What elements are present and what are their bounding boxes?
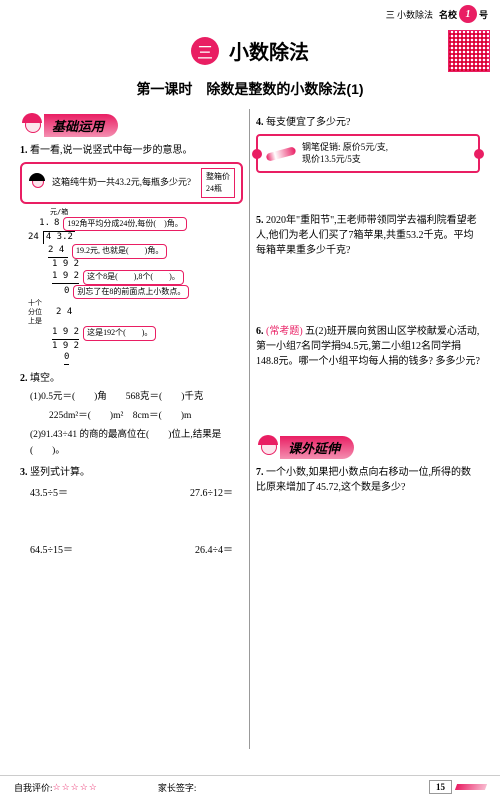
question-5: 5. 2020年"重阳节",王老师带领同学去福利院看望老人,他们为老人们买了7箱… xyxy=(256,213,480,318)
q4-num: 4. xyxy=(256,117,264,128)
right-column: 4. 每支便宜了多少元? 钢笔促销: 原价5元/支, 现价13.5元/5支 5.… xyxy=(250,109,486,749)
q6-num: 6. xyxy=(256,326,264,337)
self-eval-label: 自我评价: xyxy=(14,781,53,794)
chapter-title-row: 三 小数除法 xyxy=(0,28,500,73)
page-header: 三 小数除法 名校 1 号 xyxy=(0,0,500,28)
question-7: 7. 一个小数,如果把小数点向右移动一位,所得的数比原来增加了45.72,这个数… xyxy=(256,465,480,495)
lesson-subtitle: 第一课时 除数是整数的小数除法(1) xyxy=(0,73,500,109)
pen-text: 钢笔促销: 原价5元/支, 现价13.5元/5支 xyxy=(302,142,388,165)
brand-prefix: 名校 xyxy=(439,8,457,21)
anno-3: 这是192个( )。 xyxy=(83,326,156,340)
q2-b: 225dm²＝( )m² 8cm＝( )m xyxy=(30,409,243,424)
content-area: 基础运用 1. 看一看,说一说竖式中每一步的意思。 这箱纯牛奶一共43.2元,每… xyxy=(0,109,500,749)
pen-icon xyxy=(265,146,296,161)
brand-logo: 1 xyxy=(459,5,477,23)
q3-text: 竖列式计算。 xyxy=(30,467,90,478)
pencil-icon xyxy=(455,784,487,790)
question-2: 2. 填空。 (1)0.5元＝( )角 568克＝( )千克 225dm²＝( … xyxy=(20,371,243,459)
chapter-number-circle: 三 xyxy=(191,37,219,65)
page-footer: 自我评价: ☆☆☆☆☆ 家长签字: 15 xyxy=(0,775,500,794)
q1-text: 看一看,说一说竖式中每一步的意思。 xyxy=(30,145,193,156)
q3-num: 3. xyxy=(20,467,28,478)
brand: 名校 1 号 xyxy=(439,5,488,23)
brand-suffix: 号 xyxy=(479,8,488,21)
girl-icon-2 xyxy=(256,435,280,459)
anno-2a: 这个8是( ),8个( )。 xyxy=(83,270,184,284)
anno-2b: 别忘了在8的前面点上小数点。 xyxy=(73,285,189,299)
q1-box-text: 这箱纯牛奶一共43.2元,每瓶多少元? xyxy=(52,176,191,190)
q5-num: 5. xyxy=(256,215,264,226)
q2-c: (2)91.43÷41 的商的最高位在( )位上,结果是( )。 xyxy=(30,428,243,458)
question-1: 1. 看一看,说一说竖式中每一步的意思。 这箱纯牛奶一共43.2元,每瓶多少元?… xyxy=(20,143,243,365)
anno-1b: 19.2元, 也就是( )角。 xyxy=(72,244,167,258)
chapter-label: 三 小数除法 xyxy=(386,8,433,21)
q2-text: 填空。 xyxy=(30,373,60,384)
anno-1a: 192角平均分成24份,每份( )角。 xyxy=(63,217,186,231)
basic-banner: 基础运用 xyxy=(20,113,243,137)
pen-promo-box: 钢笔促销: 原价5元/支, 现价13.5元/5支 xyxy=(256,134,480,173)
question-6: 6. (常考题) 五(2)班开展向贫困山区学校献爱心活动,第一小组7名同学捐94… xyxy=(256,324,480,429)
q5-text: 2020年"重阳节",王老师带领同学去福利院看望老人,他们为老人们买了7箱苹果,… xyxy=(256,215,477,256)
q7-text: 一个小数,如果把小数点向右移动一位,所得的数比原来增加了45.72,这个数是多少… xyxy=(256,467,471,493)
parent-sign-label: 家长签字: xyxy=(158,781,197,794)
page-number: 15 xyxy=(429,780,452,794)
left-column: 基础运用 1. 看一看,说一说竖式中每一步的意思。 这箱纯牛奶一共43.2元,每… xyxy=(14,109,250,749)
q4-text: 每支便宜了多少元? xyxy=(266,117,350,128)
ext-banner: 课外延伸 xyxy=(256,435,480,459)
chapter-title: 小数除法 xyxy=(229,36,309,65)
q3-b1: 64.5÷15＝ xyxy=(30,543,73,558)
q1-num: 1. xyxy=(20,145,28,156)
q1-tag: 整箱价 24瓶 xyxy=(201,168,235,198)
q1-illustration: 这箱纯牛奶一共43.2元,每瓶多少元? 整箱价 24瓶 xyxy=(20,162,243,204)
small-girl-icon xyxy=(28,173,48,193)
long-division: 元/箱 1. 8 192角平均分成24份,每份( )角。 24 4 3.2 2 … xyxy=(28,208,243,365)
q3-a2: 27.6÷12＝ xyxy=(190,486,233,501)
q6-tag: (常考题) xyxy=(266,326,303,337)
basic-banner-text: 基础运用 xyxy=(44,114,118,137)
q3-b2: 26.4÷4＝ xyxy=(195,543,233,558)
question-4: 4. 每支便宜了多少元? 钢笔促销: 原价5元/支, 现价13.5元/5支 xyxy=(256,115,480,207)
ext-banner-text: 课外延伸 xyxy=(280,436,354,459)
q7-num: 7. xyxy=(256,467,264,478)
girl-icon xyxy=(20,113,44,137)
rating-stars: ☆☆☆☆☆ xyxy=(53,782,98,793)
q3-a1: 43.5÷5＝ xyxy=(30,486,68,501)
q2-num: 2. xyxy=(20,373,28,384)
question-3: 3. 竖列式计算。 43.5÷5＝ 27.6÷12＝ 64.5÷15＝ 26.4… xyxy=(20,465,243,594)
q2-a: (1)0.5元＝( )角 568克＝( )千克 xyxy=(30,390,243,405)
